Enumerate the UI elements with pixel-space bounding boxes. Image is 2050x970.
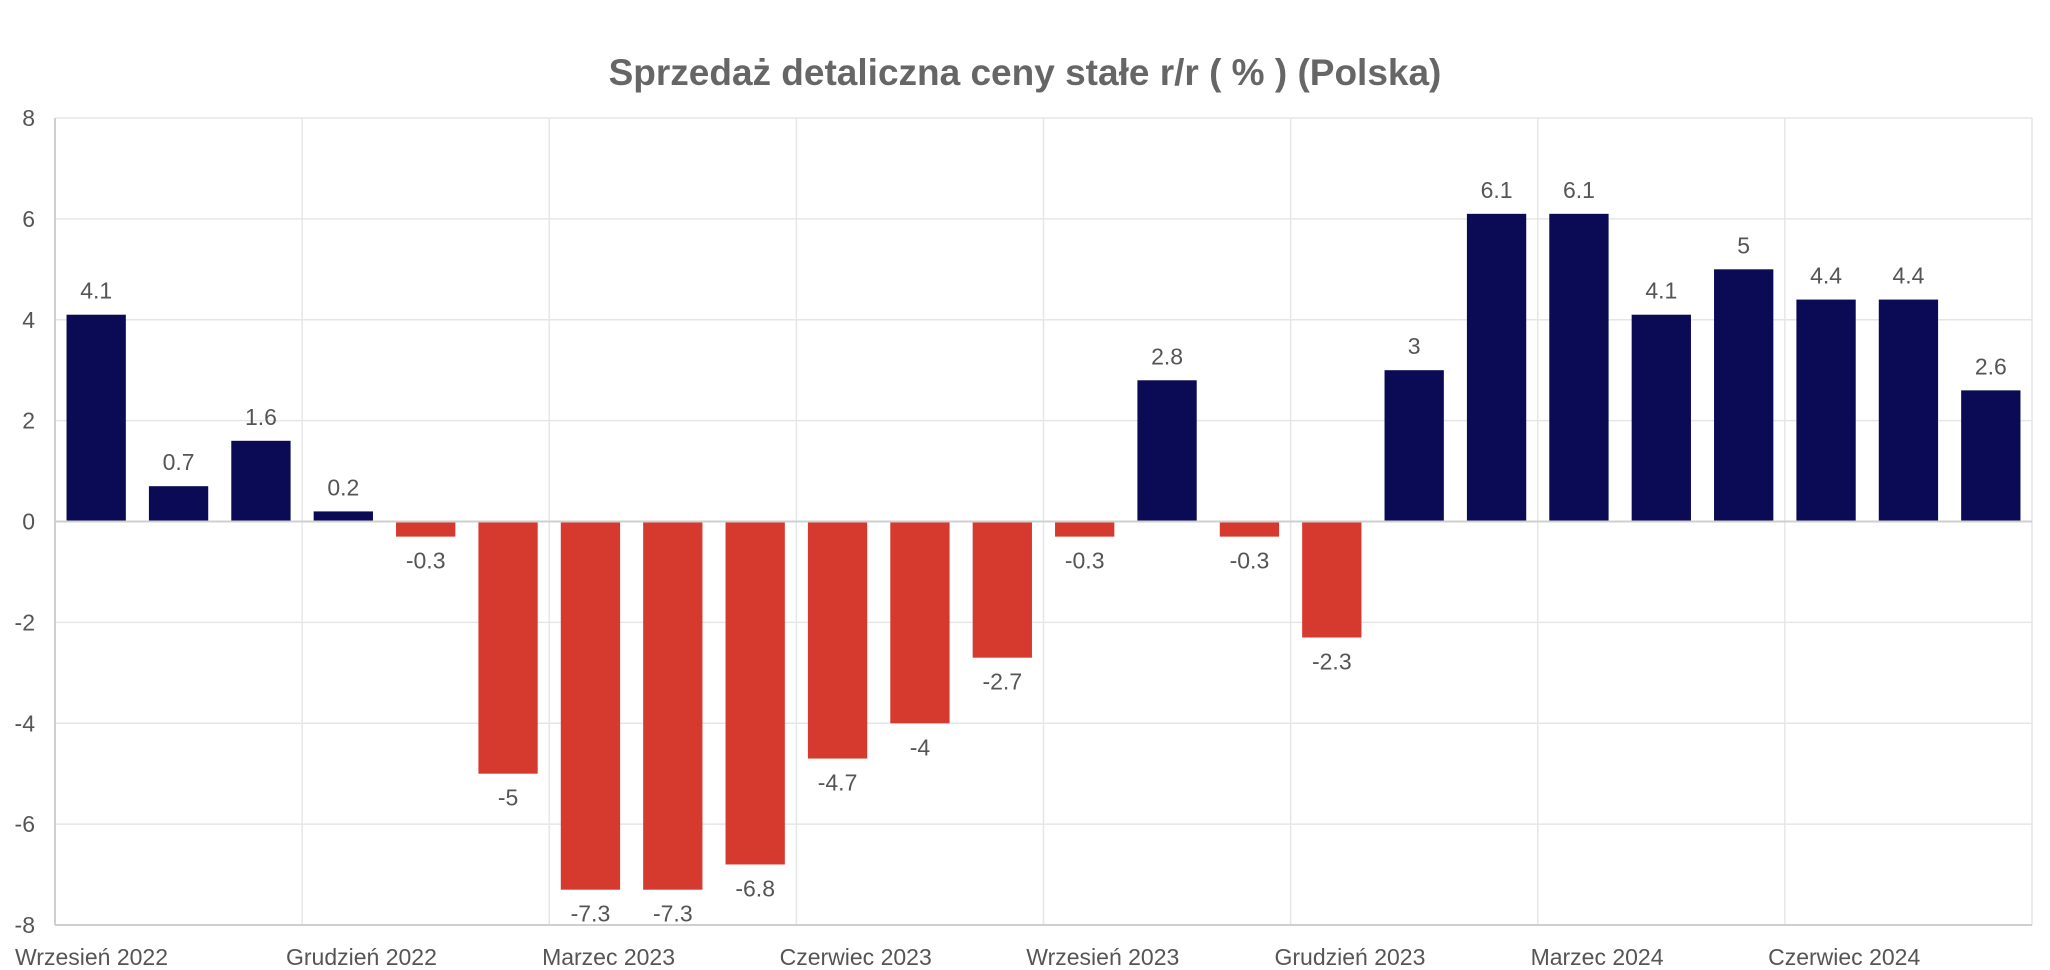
- axis-layer: 8 6 4 2 0 -2 -4 -6 -8 Wrzesień 2022 Grudzień 2022 M…: [15, 105, 2032, 970]
- bar: [313, 511, 373, 522]
- chart-title: Sprzedaż detaliczna ceny stałe r/r ( % )…: [608, 52, 1442, 93]
- data-label: -0.3: [1230, 548, 1270, 574]
- bar: [1384, 370, 1444, 522]
- bar: [1549, 213, 1609, 522]
- data-label: 6.1: [1563, 177, 1595, 203]
- bar: [560, 521, 621, 890]
- x-tick-label: Marzec 2024: [1531, 944, 1664, 970]
- data-label: -2.3: [1312, 649, 1352, 675]
- x-tick-label: Marzec 2023: [542, 944, 675, 970]
- data-label: -2.7: [982, 669, 1022, 695]
- bar: [478, 521, 538, 774]
- bar: [1302, 521, 1362, 638]
- bar: [1878, 299, 1939, 522]
- bar: [1714, 269, 1774, 522]
- x-tick-label: Grudzień 2022: [286, 944, 437, 970]
- data-label: -0.3: [406, 548, 446, 574]
- data-label: 6.1: [1481, 177, 1513, 203]
- y-tick-label: 8: [22, 105, 35, 131]
- data-label: -4: [910, 734, 931, 760]
- x-tick-label: Grudzień 2023: [1274, 944, 1425, 970]
- bar: [1466, 213, 1527, 522]
- x-tick-label: Czerwiec 2023: [780, 944, 932, 970]
- data-label: 2.6: [1975, 353, 2007, 379]
- x-tick-label: Wrzesień 2022: [15, 944, 168, 970]
- bar: [1137, 380, 1197, 522]
- data-label: 4.1: [1645, 278, 1677, 304]
- y-tick-label: 0: [22, 509, 35, 535]
- bar: [231, 440, 291, 522]
- y-tick-label: -2: [15, 609, 35, 635]
- data-label: 5: [1737, 232, 1750, 258]
- bar: [1796, 299, 1856, 522]
- x-tick-label: Czerwiec 2024: [1768, 944, 1920, 970]
- data-label: -7.3: [571, 901, 611, 927]
- data-label: -0.3: [1065, 548, 1105, 574]
- y-tick-label: -6: [15, 811, 35, 837]
- bar: [972, 521, 1032, 658]
- bar: [1055, 521, 1115, 537]
- data-label: -7.3: [653, 901, 693, 927]
- bar: [1219, 521, 1280, 537]
- data-label: 3: [1408, 333, 1421, 359]
- bar: [643, 521, 703, 890]
- bar: [890, 521, 950, 724]
- data-label: 1.6: [245, 404, 277, 430]
- data-label: -4.7: [818, 770, 858, 796]
- bar: [148, 486, 209, 522]
- bar: [66, 314, 126, 522]
- y-tick-label: -8: [15, 912, 35, 938]
- bars-layer: [66, 213, 2021, 890]
- bar: [807, 521, 868, 759]
- bar: [725, 521, 785, 865]
- bar: [396, 521, 456, 537]
- y-tick-label: 2: [22, 408, 35, 434]
- bar: [1631, 314, 1691, 522]
- data-label: 0.7: [163, 449, 195, 475]
- y-tick-label: -4: [15, 710, 36, 736]
- data-labels-layer: 4.1 0.7 1.6 0.2 -0.3 -5 -7.3 -7.3 -6.8 -4.7 -4 -2.7…: [80, 177, 2007, 927]
- data-label: 2.8: [1151, 343, 1183, 369]
- data-label: 4.4: [1810, 263, 1842, 289]
- data-label: -5: [498, 785, 518, 811]
- data-label: 0.2: [327, 474, 359, 500]
- data-label: 4.4: [1892, 263, 1924, 289]
- x-tick-label: Wrzesień 2023: [1026, 944, 1179, 970]
- data-label: 4.1: [80, 278, 112, 304]
- y-tick-label: 6: [22, 206, 35, 232]
- data-label: -6.8: [735, 875, 775, 901]
- bar: [1961, 390, 2021, 522]
- y-tick-label: 4: [22, 307, 35, 333]
